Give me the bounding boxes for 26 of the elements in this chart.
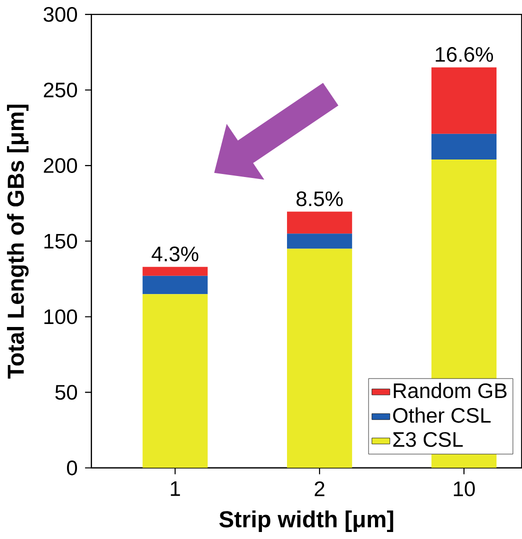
bar [142,266,208,276]
annotation: 4.3% [151,246,198,262]
legend-label: Random GB [394,382,506,398]
annotation: 8.5% [296,191,343,206]
legend-label: Other CSL [392,407,490,423]
y-tick-label: 50 [55,384,77,400]
legend-label: Σ3 CSL [393,432,463,447]
x-tick-label: 10 [454,481,475,496]
x-tick-label: 1 [170,481,180,496]
y-tick-label: 100 [44,309,77,324]
x-tick-label: 2 [314,481,324,496]
bar [286,248,352,468]
bar [286,234,352,249]
bar [142,276,208,294]
bar [142,294,208,468]
bar [431,134,496,160]
y-axis-title: Total Length of GBs [μm] [6,104,28,379]
bar [286,212,352,234]
annotation: 16.6% [436,47,493,62]
y-tick-label: 200 [44,158,77,174]
y-tick-label: 300 [43,7,77,22]
y-tick-label: 0 [66,460,77,476]
x-axis-title: Strip width [μm] [219,510,393,532]
y-tick-label: 150 [44,234,77,249]
y-tick-label: 250 [44,82,77,98]
bar [431,67,496,134]
